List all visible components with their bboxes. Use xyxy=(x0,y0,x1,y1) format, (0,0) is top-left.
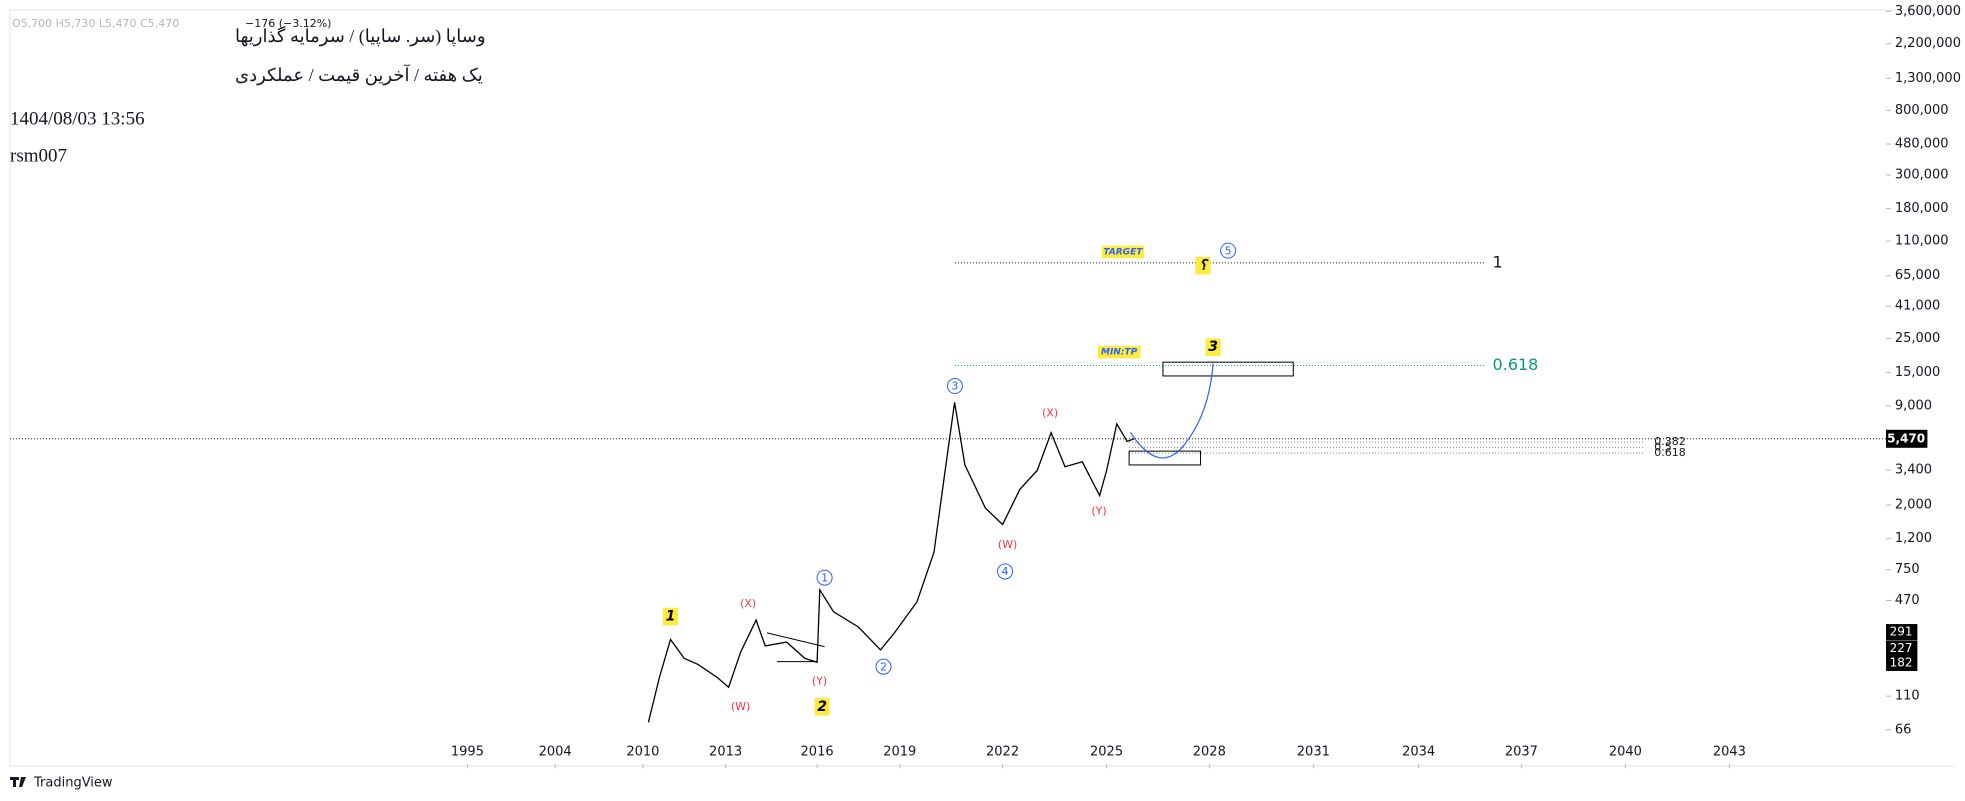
chart-title: وساپا (سر. ساپیا) / سرمایه گذاریها xyxy=(235,25,486,47)
x-tick-label: 2037 xyxy=(1505,744,1538,759)
wave-primary: 3 xyxy=(1208,339,1218,355)
wave-primary: 2 xyxy=(817,699,827,715)
triangle-line xyxy=(766,632,825,648)
y-tick-label: 3,400 xyxy=(1895,463,1932,478)
wave-bg xyxy=(814,698,830,716)
y-tick-label: 750 xyxy=(1895,562,1920,577)
wave-circle xyxy=(1220,242,1237,259)
author: rsm007 xyxy=(10,145,67,166)
wave-circled: 1 xyxy=(821,571,828,584)
wave-circle xyxy=(946,377,963,395)
fib-label: 0.5 xyxy=(1654,440,1672,453)
wave-bg xyxy=(1195,256,1211,275)
wave-circled: 4 xyxy=(1002,565,1009,578)
x-tick-label: 2022 xyxy=(986,744,1019,759)
wave-sub: (W) xyxy=(731,700,750,713)
y-tick-label: 110 xyxy=(1895,689,1920,704)
x-tick-label: 2040 xyxy=(1609,744,1642,759)
ohlc-header: O5,700 H5,730 L5,470 C5,470 xyxy=(12,17,179,30)
price-line xyxy=(647,402,1135,723)
note: MIN:TP xyxy=(1101,348,1138,358)
note-bg xyxy=(1097,345,1141,359)
price-mark: 227 xyxy=(1890,641,1913,655)
y-tick-label: 300,000 xyxy=(1895,167,1949,182)
y-tick-label: 110,000 xyxy=(1895,234,1949,249)
y-tick-label: 480,000 xyxy=(1895,137,1949,152)
wave-circled: 3 xyxy=(951,380,958,393)
wave-circle xyxy=(997,563,1014,580)
price-mark-box xyxy=(1886,624,1918,641)
x-tick-label: 1995 xyxy=(451,744,484,759)
wave-sub: (X) xyxy=(740,597,756,610)
wave-sub: (X) xyxy=(1042,407,1058,420)
y-tick-label: 25,000 xyxy=(1895,331,1941,346)
y-tick-label: 41,000 xyxy=(1895,299,1941,314)
brand: TradingView xyxy=(33,776,113,791)
y-tick-label: 470 xyxy=(1895,593,1920,608)
y-tick-label: 66 xyxy=(1895,722,1912,737)
wave-sub: (Y) xyxy=(812,675,827,688)
y-tick-label: 3,600,000 xyxy=(1895,4,1961,19)
wave-circled: 5 xyxy=(1225,244,1232,257)
price-mark-box xyxy=(1886,640,1918,657)
date: 1404/08/03 13:56 xyxy=(10,108,145,129)
fib-label: 0.382 xyxy=(1654,435,1686,448)
wave-primary: 1 xyxy=(666,609,676,625)
price-mark: 182 xyxy=(1890,655,1913,669)
wave-bg xyxy=(662,607,678,626)
zone-box xyxy=(1128,450,1202,466)
y-tick-label: 180,000 xyxy=(1895,201,1949,216)
y-tick-label: 15,000 xyxy=(1895,365,1941,380)
y-tick-label: 9,000 xyxy=(1895,398,1932,413)
note-bg xyxy=(1101,245,1145,259)
last-price-label: 5,470 xyxy=(1887,431,1925,445)
wave-sub: (Y) xyxy=(1091,504,1106,517)
wave-circled: 2 xyxy=(880,660,887,673)
fib-label: 1 xyxy=(1493,252,1503,271)
y-tick-label: 1,300,000 xyxy=(1895,71,1961,86)
price-mark: 291 xyxy=(1890,625,1913,639)
change: −176 (−3.12%) xyxy=(245,17,331,30)
price-mark-box xyxy=(1886,654,1918,671)
x-tick-label: 2028 xyxy=(1193,744,1226,759)
wave-primary: ؟ xyxy=(1199,258,1209,274)
x-tick-label: 2010 xyxy=(626,744,659,759)
chart-subtitle: یک هفته / آخرین قیمت / عملکردی xyxy=(235,64,483,86)
fib-label: 0.618 xyxy=(1654,446,1686,459)
note: TARGET xyxy=(1103,247,1143,257)
y-tick-label: 2,000 xyxy=(1895,498,1932,513)
wave-sub: (W) xyxy=(998,538,1017,551)
x-tick-label: 2013 xyxy=(709,744,742,759)
x-tick-label: 2019 xyxy=(883,744,916,759)
x-tick-label: 2031 xyxy=(1297,744,1330,759)
projection xyxy=(1129,363,1214,459)
y-tick-label: 65,000 xyxy=(1895,268,1941,283)
x-tick-label: 2043 xyxy=(1713,744,1746,759)
brand-logo xyxy=(10,777,26,787)
wave-circle xyxy=(875,658,892,675)
y-tick-label: 2,200,000 xyxy=(1895,36,1961,51)
fib-label: 0.618 xyxy=(1493,355,1539,374)
x-tick-label: 2004 xyxy=(539,744,572,759)
x-tick-label: 2016 xyxy=(801,744,834,759)
y-tick-label: 800,000 xyxy=(1895,103,1949,118)
target-box xyxy=(1162,361,1294,377)
x-tick-label: 2034 xyxy=(1402,744,1435,759)
y-tick-label: 1,200 xyxy=(1895,531,1932,546)
x-tick-label: 2025 xyxy=(1090,744,1123,759)
last-price-box xyxy=(1886,429,1928,448)
wave-bg xyxy=(1205,338,1221,356)
wave-circle xyxy=(816,569,833,586)
